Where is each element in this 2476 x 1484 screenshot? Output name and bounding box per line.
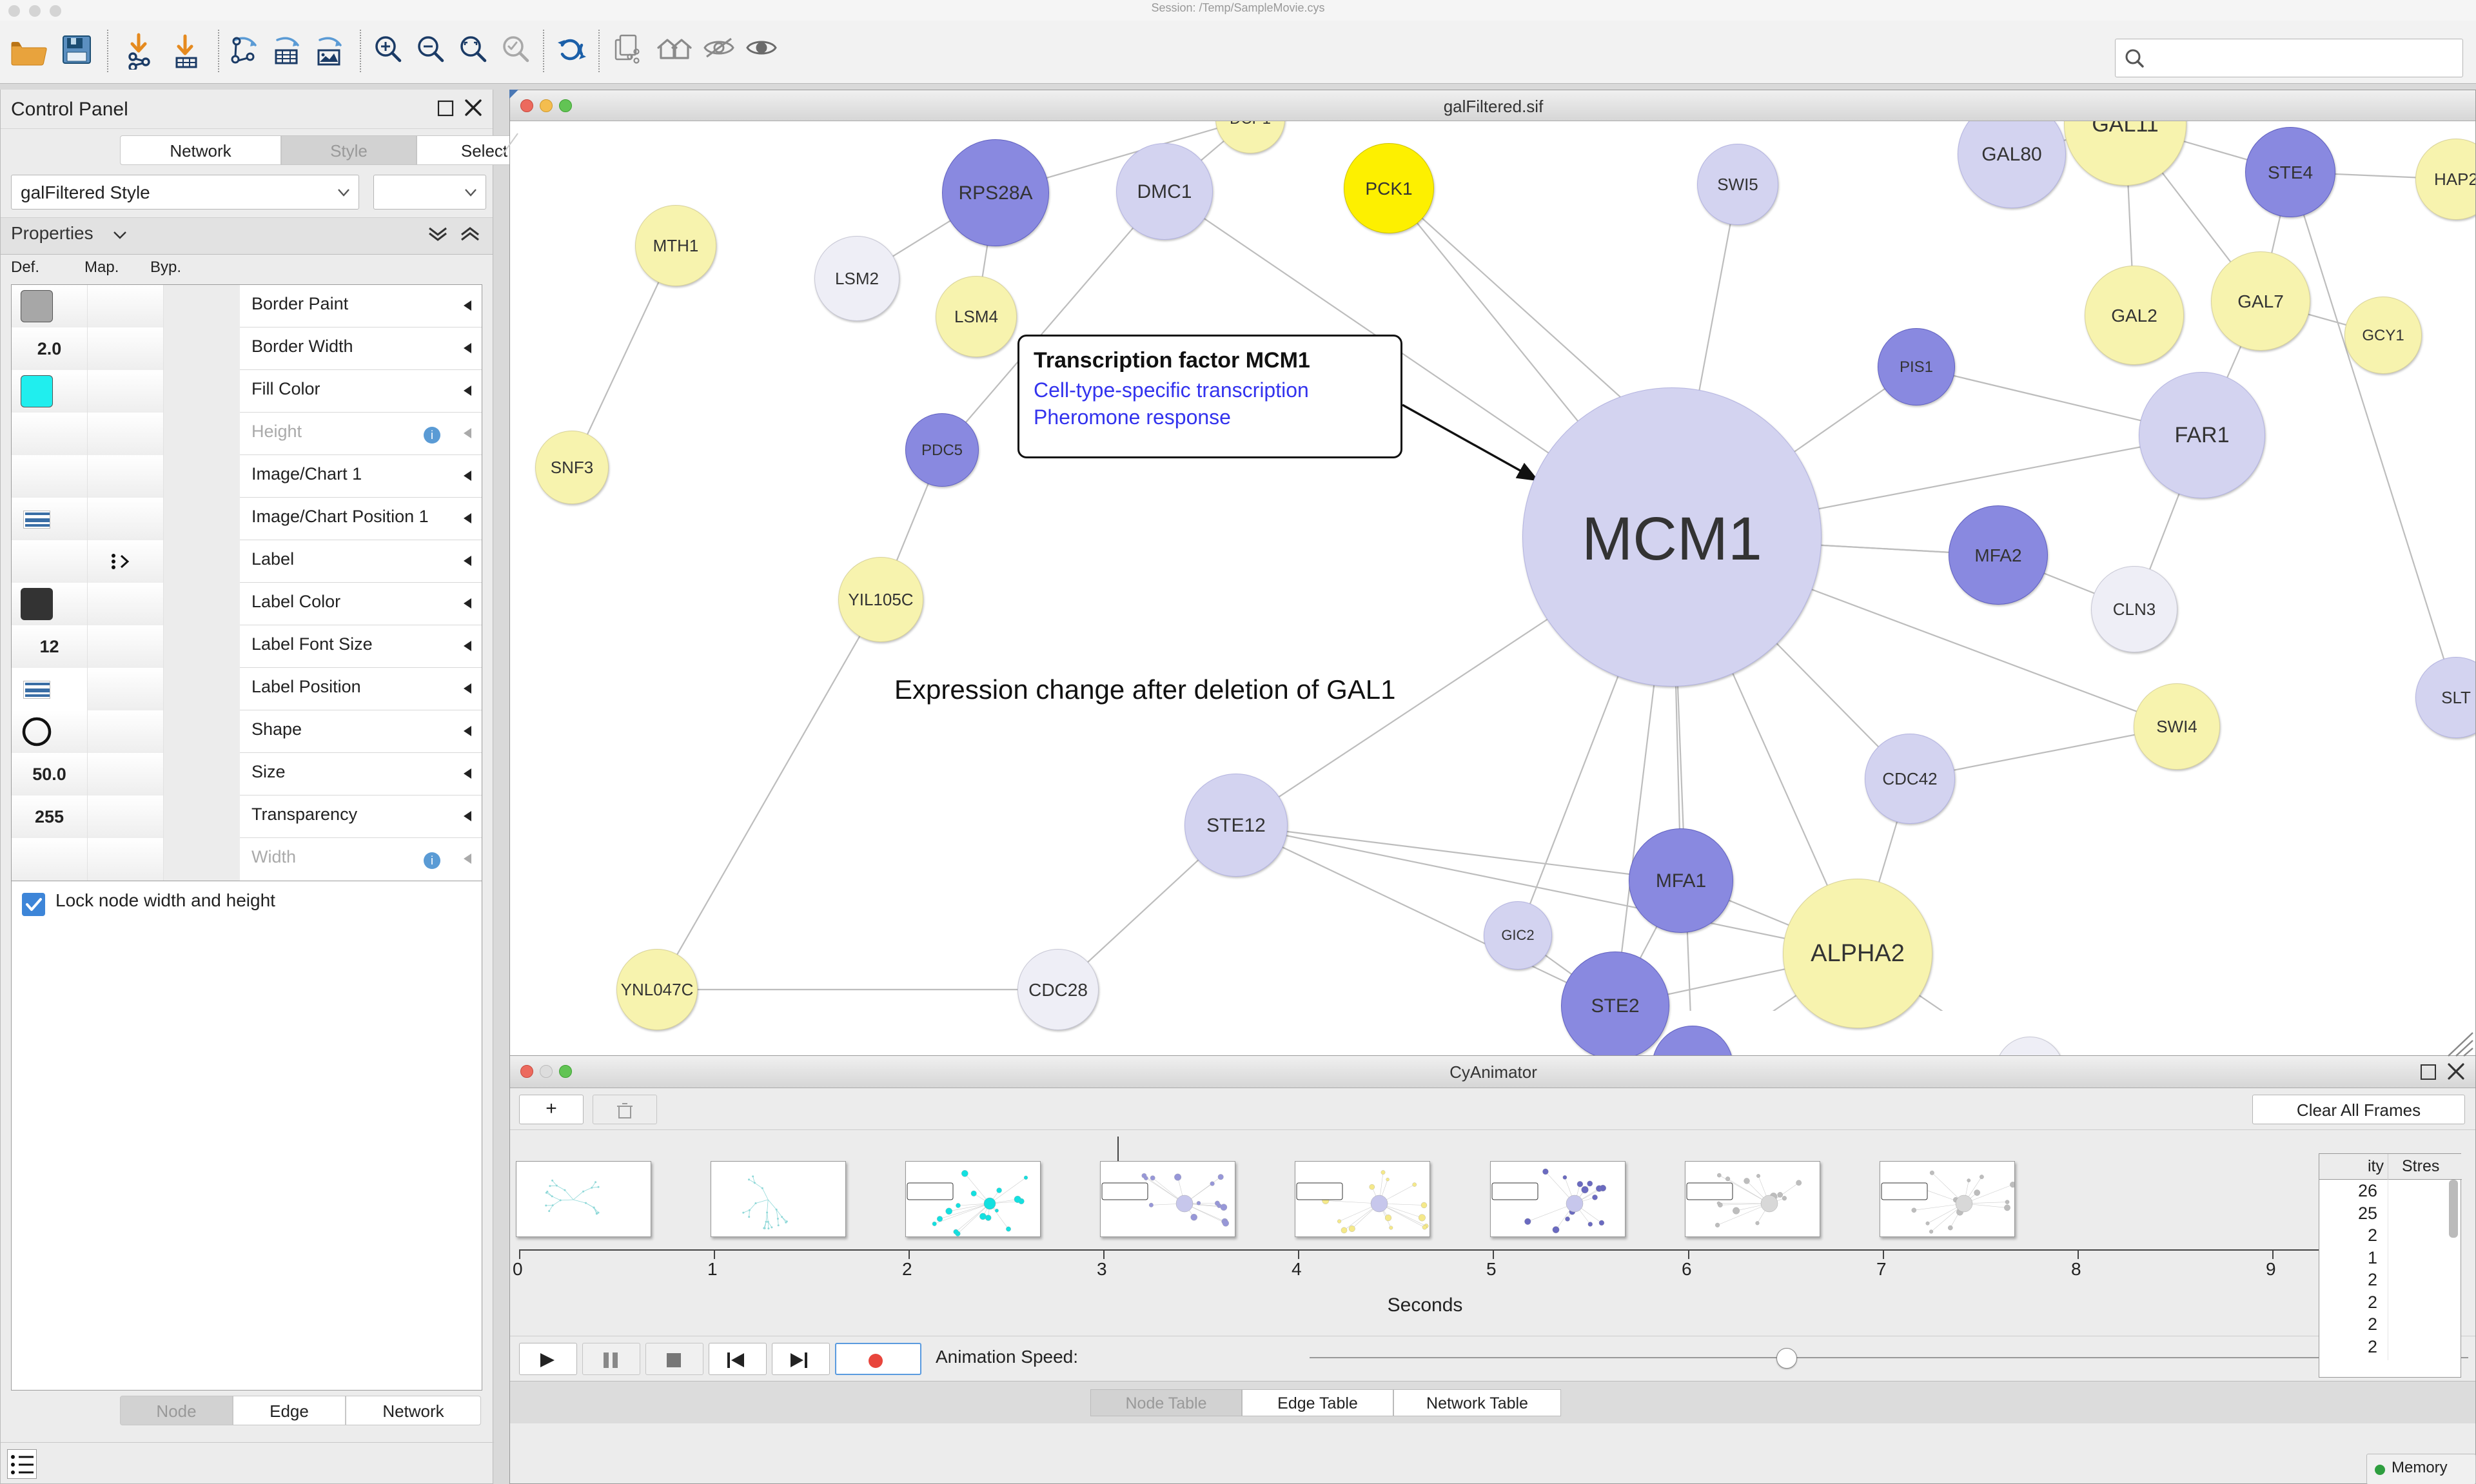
svg-text:i: i (431, 854, 433, 867)
svg-text:i: i (431, 429, 433, 442)
